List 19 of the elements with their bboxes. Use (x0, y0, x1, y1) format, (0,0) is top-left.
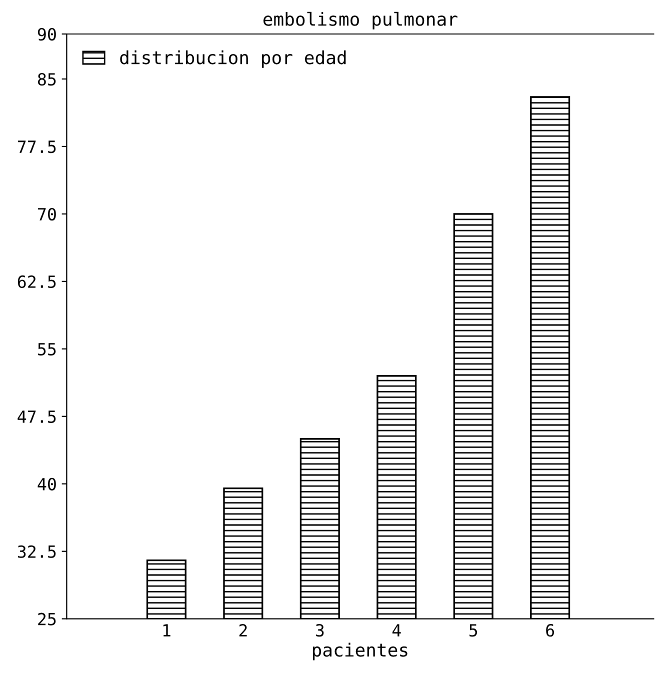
y-tick-label: 25 (38, 612, 56, 626)
x-tick-label: 1 (163, 624, 170, 636)
x-tick-label: 4 (392, 624, 401, 636)
y-tick-label: 90 (38, 28, 56, 41)
y-tick-label: 70 (38, 208, 56, 221)
chart-title: embolismo pulmonar (263, 12, 458, 30)
y-tick-label: 55 (38, 343, 56, 356)
y-tick-label: 62.5 (18, 275, 56, 288)
legend-label: distribucion por edad (120, 50, 346, 68)
y-tick-label: 32.5 (18, 545, 56, 558)
y-tick-label: 77.5 (18, 140, 56, 154)
x-tick-label: 2 (239, 624, 247, 636)
x-tick-label: 5 (470, 624, 478, 637)
y-tick-label: 85 (38, 72, 56, 86)
x-axis-title: pacientes (312, 642, 408, 660)
x-tick-label: 6 (546, 624, 554, 637)
y-tick-label: 40 (38, 478, 56, 490)
x-tick-label: 3 (316, 624, 324, 637)
y-tick-label: 47.5 (18, 410, 56, 423)
